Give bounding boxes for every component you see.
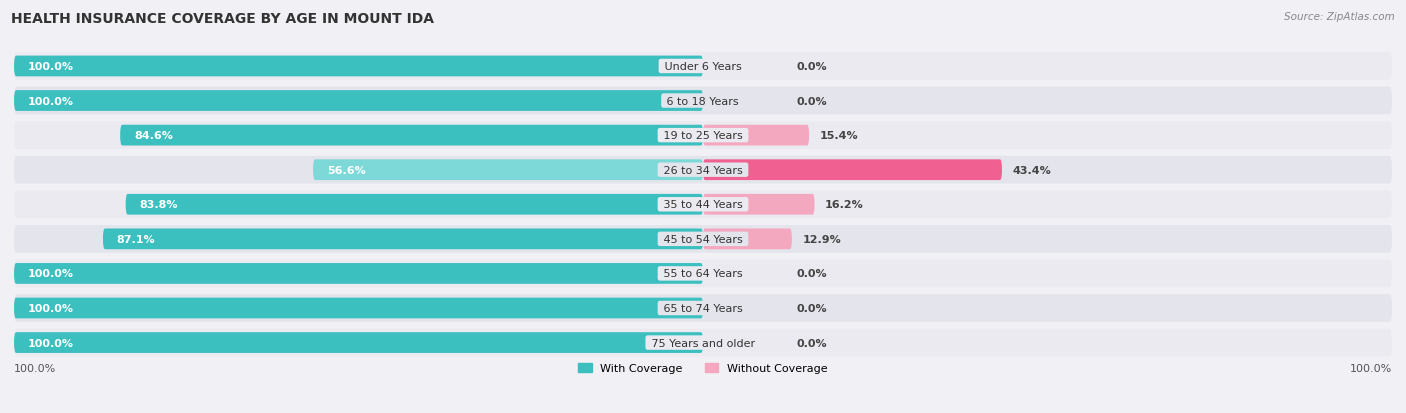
FancyBboxPatch shape [703,195,814,215]
Text: 100.0%: 100.0% [28,303,75,313]
FancyBboxPatch shape [14,53,1392,81]
Text: 0.0%: 0.0% [796,96,827,106]
FancyBboxPatch shape [14,225,1392,253]
Text: 0.0%: 0.0% [796,62,827,72]
Text: 12.9%: 12.9% [803,234,841,244]
FancyBboxPatch shape [14,260,1392,287]
FancyBboxPatch shape [703,126,808,146]
Text: 100.0%: 100.0% [28,96,75,106]
FancyBboxPatch shape [120,126,703,146]
Text: 16.2%: 16.2% [825,200,863,210]
Text: 45 to 54 Years: 45 to 54 Years [659,234,747,244]
Text: 26 to 34 Years: 26 to 34 Years [659,165,747,175]
Text: Source: ZipAtlas.com: Source: ZipAtlas.com [1284,12,1395,22]
FancyBboxPatch shape [314,160,703,180]
FancyBboxPatch shape [14,329,1392,356]
Text: 84.6%: 84.6% [134,131,173,141]
FancyBboxPatch shape [14,88,1392,115]
FancyBboxPatch shape [14,294,1392,322]
FancyBboxPatch shape [14,298,703,318]
Text: HEALTH INSURANCE COVERAGE BY AGE IN MOUNT IDA: HEALTH INSURANCE COVERAGE BY AGE IN MOUN… [11,12,434,26]
FancyBboxPatch shape [14,191,1392,218]
FancyBboxPatch shape [125,195,703,215]
FancyBboxPatch shape [703,229,792,249]
FancyBboxPatch shape [14,157,1392,184]
Text: 43.4%: 43.4% [1012,165,1052,175]
Text: 100.0%: 100.0% [28,338,75,348]
Text: 100.0%: 100.0% [28,269,75,279]
Text: 83.8%: 83.8% [139,200,179,210]
FancyBboxPatch shape [14,91,703,112]
FancyBboxPatch shape [14,332,703,353]
Text: 19 to 25 Years: 19 to 25 Years [659,131,747,141]
FancyBboxPatch shape [703,160,1002,180]
Text: 15.4%: 15.4% [820,131,858,141]
Text: 87.1%: 87.1% [117,234,155,244]
Text: 100.0%: 100.0% [14,363,56,373]
Text: 35 to 44 Years: 35 to 44 Years [659,200,747,210]
Text: 0.0%: 0.0% [796,303,827,313]
Text: 75 Years and older: 75 Years and older [648,338,758,348]
FancyBboxPatch shape [14,57,703,77]
FancyBboxPatch shape [103,229,703,249]
Text: 0.0%: 0.0% [796,338,827,348]
Text: 65 to 74 Years: 65 to 74 Years [659,303,747,313]
Text: 100.0%: 100.0% [1350,363,1392,373]
FancyBboxPatch shape [14,263,703,284]
Text: 0.0%: 0.0% [796,269,827,279]
FancyBboxPatch shape [14,122,1392,150]
Text: 100.0%: 100.0% [28,62,75,72]
Text: 56.6%: 56.6% [326,165,366,175]
Text: 55 to 64 Years: 55 to 64 Years [659,269,747,279]
Legend: With Coverage, Without Coverage: With Coverage, Without Coverage [578,363,828,374]
Text: 6 to 18 Years: 6 to 18 Years [664,96,742,106]
Text: Under 6 Years: Under 6 Years [661,62,745,72]
